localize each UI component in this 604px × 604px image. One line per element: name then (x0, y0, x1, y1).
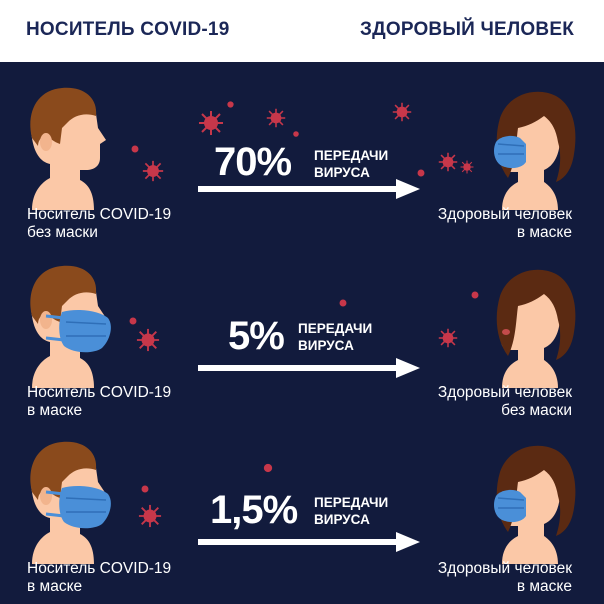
carrier-figure-masked (22, 436, 118, 564)
healthy-caption-line2: в маске (516, 224, 572, 241)
carrier-figure-unmasked (22, 82, 108, 210)
healthy-heading: ЗДОРОВЫЙ ЧЕЛОВЕК (360, 19, 574, 40)
transmission-row-3: Носитель COVID-19 в маске Здоровый челов… (0, 424, 604, 600)
transmission-label: ПЕРЕДАЧИ ВИРУСА (314, 148, 389, 180)
healthy-caption: Здоровый человек в маске (438, 206, 572, 242)
virus-icon (417, 169, 425, 177)
virus-icon (266, 108, 286, 128)
transmission-label: ПЕРЕДАЧИ ВИРУСА (298, 321, 373, 353)
virus-icon (293, 131, 299, 137)
transmission-arrow (198, 358, 420, 378)
virus-icon (199, 111, 223, 135)
transmission-row-2: Носитель COVID-19 в маске Здоровый челов… (0, 248, 604, 424)
healthy-figure-masked (486, 436, 578, 564)
virus-icon (138, 504, 162, 528)
virus-icon (460, 160, 474, 174)
male-head-icon (30, 87, 106, 210)
virus-icon (142, 160, 164, 182)
virus-icon (438, 328, 458, 348)
virus-icon (131, 145, 139, 153)
virus-icon (438, 152, 458, 172)
transmission-row-1: Носитель COVID-19 без маски Здоровый чел… (0, 72, 604, 248)
carrier-caption: Носитель COVID-19 без маски (27, 206, 171, 242)
male-head-icon (30, 441, 111, 564)
carrier-caption: Носитель COVID-19 в маске (27, 384, 172, 419)
transmission-arrow (198, 532, 420, 552)
healthy-caption: Здоровый человек без маски (437, 384, 572, 419)
virus-icon (392, 102, 412, 122)
transmission-label: ПЕРЕДАЧИ ВИРУСА (314, 495, 389, 527)
virus-icon (136, 328, 160, 352)
female-head-icon (494, 91, 576, 210)
transmission-percent: 1,5% (210, 488, 298, 532)
virus-icon (263, 463, 273, 473)
transmission-percent: 70% (214, 140, 292, 184)
transmission-percent: 5% (228, 314, 285, 358)
carrier-caption-line2: без маски (27, 224, 98, 241)
carrier-figure-masked (22, 260, 118, 388)
transmission-arrow (198, 179, 420, 199)
virus-icon (129, 317, 137, 325)
virus-icon (141, 485, 149, 493)
carrier-heading: НОСИТЕЛЬ COVID-19 (26, 19, 230, 40)
carrier-caption-line1: Носитель COVID-19 (27, 206, 172, 223)
virus-icon (227, 101, 234, 108)
healthy-figure-masked (486, 82, 578, 210)
healthy-figure-unmasked (486, 260, 578, 388)
virus-icon (471, 291, 479, 299)
female-head-icon (494, 445, 576, 564)
healthy-caption-line1: Здоровый человек (437, 206, 572, 223)
virus-icon (339, 299, 347, 307)
male-head-icon (30, 265, 111, 388)
carrier-caption: Носитель COVID-19 в маске (27, 560, 172, 595)
infographic-panel: Носитель COVID-19 без маски Здоровый чел… (0, 62, 604, 604)
healthy-caption: Здоровый человек в маске (437, 560, 572, 595)
header: НОСИТЕЛЬ COVID-19 ЗДОРОВЫЙ ЧЕЛОВЕК (0, 0, 604, 62)
female-head-icon (496, 269, 576, 388)
